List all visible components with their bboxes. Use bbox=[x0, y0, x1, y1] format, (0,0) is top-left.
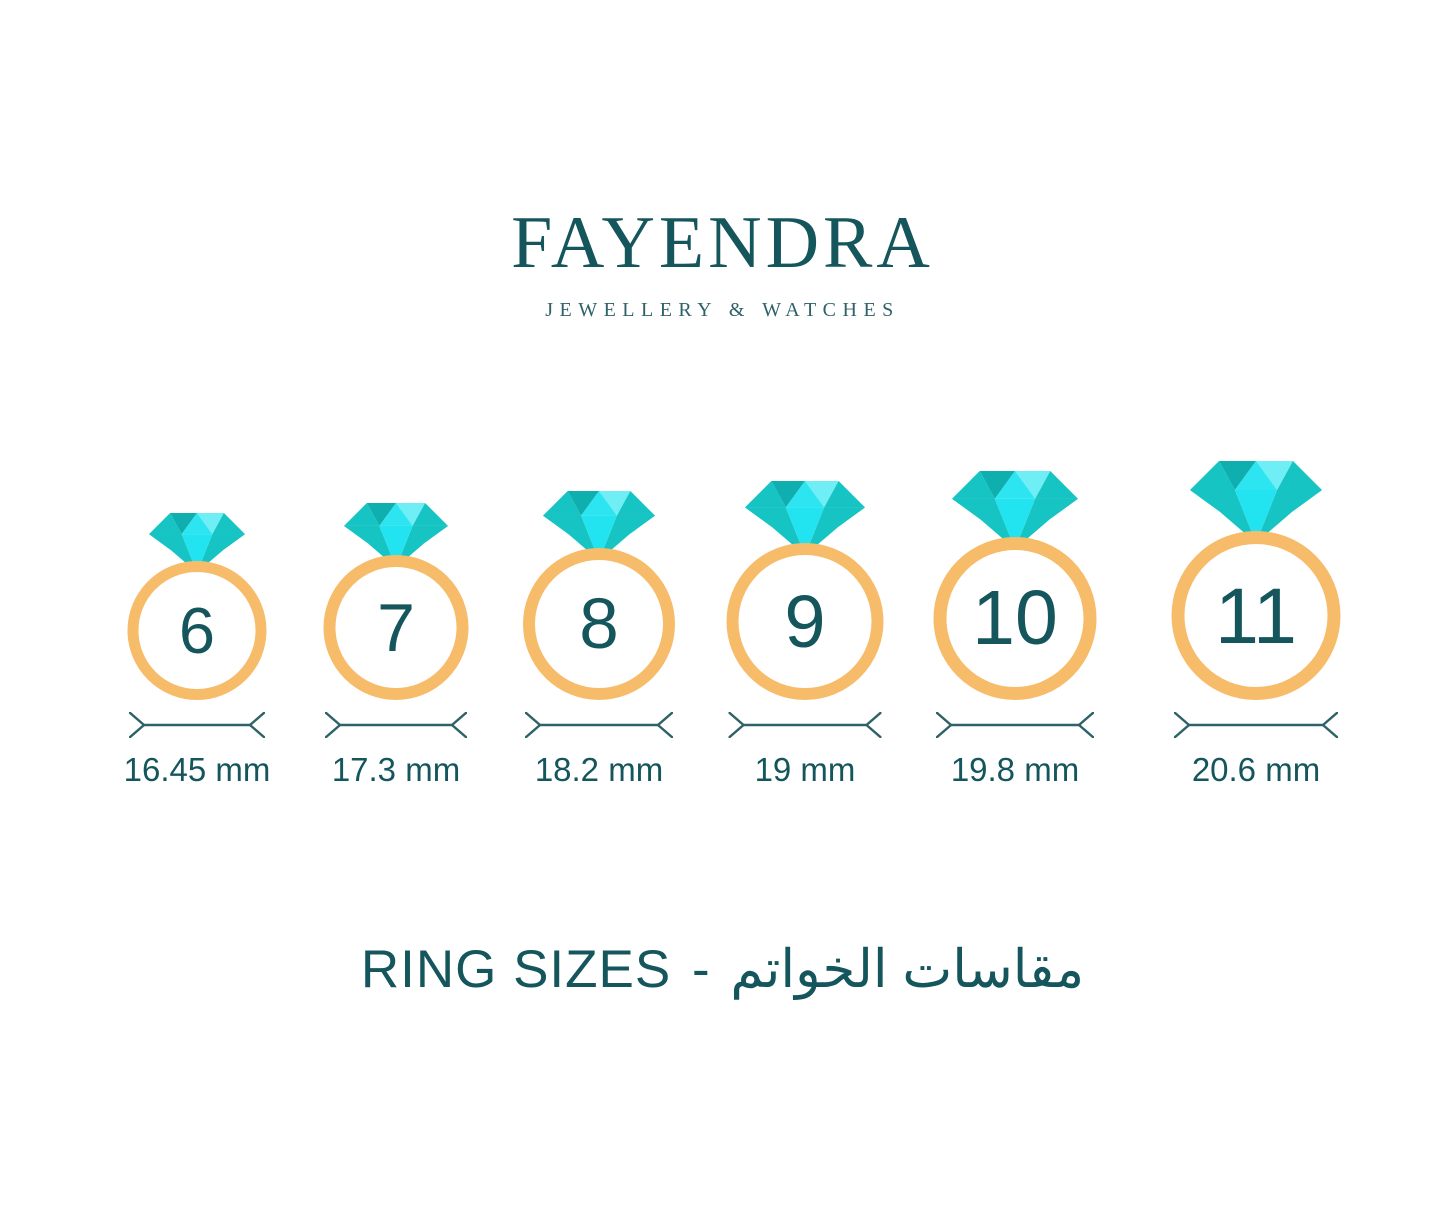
ring-band: 8 bbox=[523, 548, 675, 700]
ring-size-number: 9 bbox=[784, 579, 826, 663]
diamond-gem-icon bbox=[344, 502, 448, 567]
ring-size-number: 8 bbox=[579, 584, 619, 664]
ring-diameter-label: 19.8 mm bbox=[950, 751, 1080, 788]
ring-size-item[interactable]: 7 17.3 mm bbox=[296, 440, 496, 840]
ring-band: 6 bbox=[127, 561, 267, 700]
dimension-line bbox=[325, 712, 467, 738]
page-title: RING SIZES - مقاسات الخواتم bbox=[0, 938, 1445, 1002]
ring-diameter-label: 19 mm bbox=[754, 751, 856, 788]
ring-band: 10 bbox=[933, 537, 1097, 700]
ring-band: 7 bbox=[323, 555, 469, 700]
page-title-english: RING SIZES bbox=[360, 940, 672, 999]
page-title-separator: - bbox=[691, 940, 710, 999]
dimension-line bbox=[728, 712, 882, 738]
ring-size-number: 10 bbox=[972, 575, 1058, 661]
ring-diameter-label: 18.2 mm bbox=[534, 751, 664, 788]
diamond-gem-icon bbox=[745, 480, 865, 555]
ring-size-item[interactable]: 9 19 mm bbox=[705, 440, 905, 840]
ring-size-row: 6 16.45 mm 7 17.3 mm 8 bbox=[0, 440, 1445, 840]
ring-size-item[interactable]: 11 20.6 mm bbox=[1156, 440, 1356, 840]
diamond-gem-icon bbox=[149, 513, 245, 573]
dimension-line bbox=[129, 712, 265, 738]
ring-diameter-label: 20.6 mm bbox=[1191, 751, 1321, 788]
ring-size-item[interactable]: 10 19.8 mm bbox=[915, 440, 1115, 840]
ring-size-item[interactable]: 8 18.2 mm bbox=[499, 440, 699, 840]
ring-size-item[interactable]: 6 16.45 mm bbox=[97, 440, 297, 840]
ring-size-number: 7 bbox=[377, 589, 415, 666]
ring-size-number: 6 bbox=[178, 594, 216, 667]
ring-diameter-label: 16.45 mm bbox=[123, 751, 271, 788]
diamond-gem-icon bbox=[543, 490, 655, 560]
dimension-line bbox=[525, 712, 673, 738]
brand-logo: FAYENDRA JEWELLERY & WATCHES bbox=[0, 206, 1445, 320]
page-title-arabic: مقاسات الخواتم bbox=[730, 940, 1085, 999]
ring-band: 11 bbox=[1171, 531, 1341, 700]
diamond-gem-icon bbox=[952, 470, 1078, 549]
ring-size-number: 11 bbox=[1214, 571, 1297, 660]
brand-name: FAYENDRA bbox=[511, 202, 934, 284]
brand-tagline: JEWELLERY & WATCHES bbox=[545, 299, 900, 321]
dimension-line bbox=[1174, 712, 1338, 738]
diamond-gem-icon bbox=[1190, 461, 1322, 543]
dimension-line bbox=[936, 712, 1094, 738]
ring-diameter-label: 17.3 mm bbox=[331, 751, 461, 788]
ring-band: 9 bbox=[726, 543, 884, 700]
